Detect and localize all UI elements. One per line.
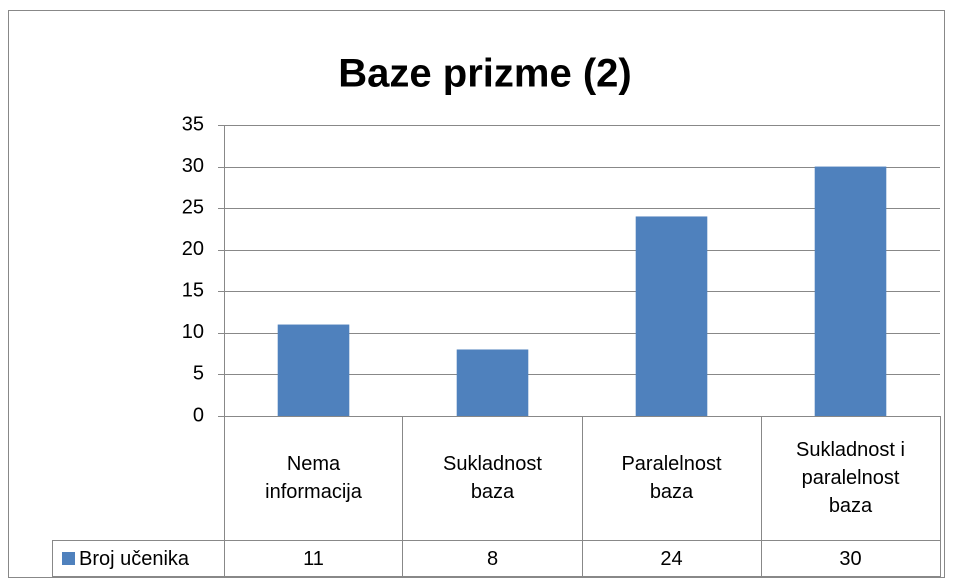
table-value: 24 bbox=[582, 540, 761, 577]
bar bbox=[635, 216, 708, 416]
y-tick-label: 25 bbox=[182, 196, 204, 218]
x-tick-label-text: Nema informacija bbox=[265, 453, 362, 503]
data-table-grid bbox=[52, 125, 941, 577]
bar bbox=[814, 166, 887, 416]
x-tick-label: Nema informacija bbox=[224, 416, 403, 540]
x-tick-label-text: Paralelnost baza bbox=[621, 453, 722, 503]
table-value: 11 bbox=[224, 540, 403, 577]
bar bbox=[456, 349, 529, 416]
y-tick-label: 30 bbox=[182, 155, 204, 177]
y-tick-label: 20 bbox=[182, 238, 204, 260]
x-tick-label: Paralelnost baza bbox=[582, 416, 761, 540]
table-value: 8 bbox=[403, 540, 582, 577]
table-value-text: 24 bbox=[660, 547, 683, 570]
x-tick-label-text: Sukladnost baza bbox=[443, 453, 542, 503]
chart-title: Baze prizme (2) bbox=[338, 52, 631, 96]
table-value-text: 30 bbox=[839, 547, 862, 570]
table-value-text: 8 bbox=[486, 547, 499, 570]
x-tick-label-text: Sukladnost i paralelnost baza bbox=[796, 439, 905, 517]
legend-entry: Broj učenika bbox=[52, 540, 224, 577]
y-tick-label: 10 bbox=[182, 321, 204, 343]
chart-border bbox=[8, 10, 945, 578]
x-tick-label: Sukladnost baza bbox=[403, 416, 582, 540]
y-tick-label: 5 bbox=[193, 363, 204, 385]
x-tick-label: Sukladnost i paralelnost baza bbox=[761, 416, 940, 540]
bar bbox=[277, 324, 350, 416]
y-tick-label: 0 bbox=[193, 404, 204, 426]
y-tick-label: 15 bbox=[182, 280, 204, 302]
table-value-text: 11 bbox=[303, 547, 324, 570]
table-value: 30 bbox=[761, 540, 940, 577]
legend-label: Broj učenika bbox=[79, 547, 190, 570]
y-tick-label: 35 bbox=[182, 113, 204, 135]
legend-swatch bbox=[62, 552, 75, 565]
